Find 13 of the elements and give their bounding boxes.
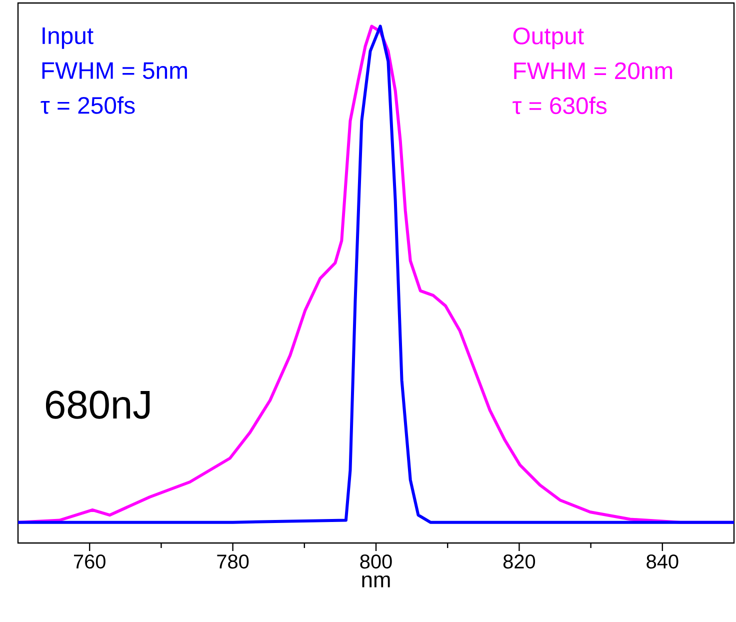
annotation: 680nJ xyxy=(46,390,150,419)
annotation: FWHM = 5nm xyxy=(42,62,187,80)
text: Input xyxy=(42,27,94,49)
x-tick-label: 760 xyxy=(74,554,106,569)
text: Output xyxy=(513,27,584,50)
x-tick-label: 800 xyxy=(360,554,392,569)
annotation: FWHM = 20nm xyxy=(514,62,672,80)
annotation: τ = 250fs xyxy=(40,96,135,114)
x-tick-label: 840 xyxy=(646,554,678,569)
x-tick-label: 780 xyxy=(217,554,249,569)
x-axis-title: nm xyxy=(362,575,390,588)
annotation: τ = 630fs xyxy=(512,96,607,114)
x-tick-label: 820 xyxy=(503,554,536,569)
